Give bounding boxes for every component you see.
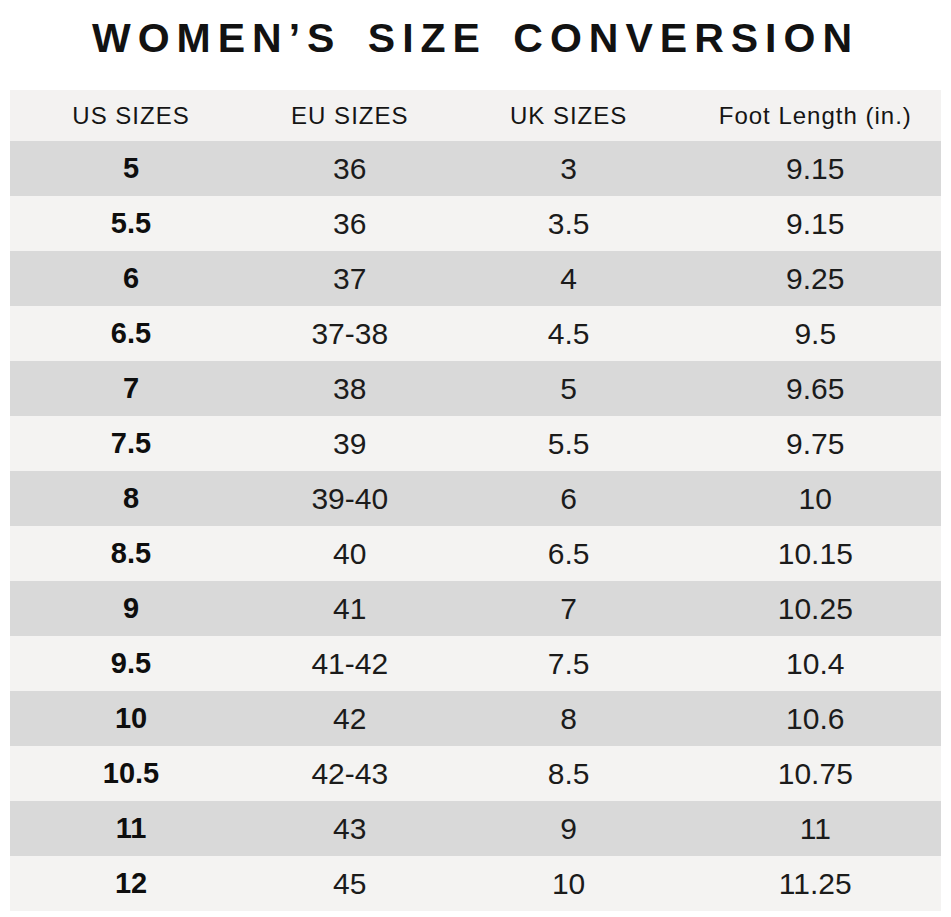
table-cell-eu-sizes: 36 <box>252 141 448 196</box>
table-cell-uk-sizes: 5 <box>448 361 690 416</box>
table-cell-uk-sizes: 7.5 <box>448 636 690 691</box>
column-header-uk-sizes: UK SIZES <box>448 90 690 141</box>
table-cell-foot-length: 10.15 <box>690 526 941 581</box>
table-cell-uk-sizes: 6.5 <box>448 526 690 581</box>
table-row: 8.5406.510.15 <box>10 526 941 581</box>
table-cell-eu-sizes: 41-42 <box>252 636 448 691</box>
table-cell-eu-sizes: 36 <box>252 196 448 251</box>
table-cell-foot-length: 9.75 <box>690 416 941 471</box>
column-header-us-sizes: US SIZES <box>10 90 252 141</box>
table-cell-uk-sizes: 7 <box>448 581 690 636</box>
table-cell-us-sizes: 10.5 <box>10 746 252 801</box>
table-cell-eu-sizes: 41 <box>252 581 448 636</box>
table-cell-foot-length: 10.75 <box>690 746 941 801</box>
table-cell-foot-length: 10.25 <box>690 581 941 636</box>
table-cell-foot-length: 9.25 <box>690 251 941 306</box>
table-cell-foot-length: 9.65 <box>690 361 941 416</box>
table-cell-uk-sizes: 4 <box>448 251 690 306</box>
table-row: 1143911 <box>10 801 941 856</box>
table-cell-uk-sizes: 4.5 <box>448 306 690 361</box>
table-cell-eu-sizes: 42-43 <box>252 746 448 801</box>
table-cell-uk-sizes: 5.5 <box>448 416 690 471</box>
table-cell-eu-sizes: 45 <box>252 856 448 911</box>
table-row: 10.542-438.510.75 <box>10 746 941 801</box>
table-cell-foot-length: 10 <box>690 471 941 526</box>
table-cell-uk-sizes: 3 <box>448 141 690 196</box>
header-row: US SIZESEU SIZESUK SIZESFoot Length (in.… <box>10 90 941 141</box>
size-conversion-page: WOMEN’S SIZE CONVERSION US SIZESEU SIZES… <box>0 0 951 917</box>
table-cell-us-sizes: 8.5 <box>10 526 252 581</box>
table-cell-uk-sizes: 9 <box>448 801 690 856</box>
table-row: 1042810.6 <box>10 691 941 746</box>
table-cell-foot-length: 10.4 <box>690 636 941 691</box>
table-cell-eu-sizes: 37-38 <box>252 306 448 361</box>
table-cell-us-sizes: 7 <box>10 361 252 416</box>
size-conversion-table-wrap: US SIZESEU SIZESUK SIZESFoot Length (in.… <box>10 90 941 911</box>
table-cell-foot-length: 11.25 <box>690 856 941 911</box>
table-cell-uk-sizes: 3.5 <box>448 196 690 251</box>
table-cell-eu-sizes: 37 <box>252 251 448 306</box>
table-row: 9.541-427.510.4 <box>10 636 941 691</box>
size-conversion-table: US SIZESEU SIZESUK SIZESFoot Length (in.… <box>10 90 941 911</box>
table-row: 12451011.25 <box>10 856 941 911</box>
table-cell-eu-sizes: 42 <box>252 691 448 746</box>
table-cell-us-sizes: 7.5 <box>10 416 252 471</box>
table-cell-uk-sizes: 8 <box>448 691 690 746</box>
table-row: 941710.25 <box>10 581 941 636</box>
table-cell-us-sizes: 11 <box>10 801 252 856</box>
table-cell-eu-sizes: 40 <box>252 526 448 581</box>
column-header-foot-length: Foot Length (in.) <box>690 90 941 141</box>
table-cell-uk-sizes: 8.5 <box>448 746 690 801</box>
table-row: 6.537-384.59.5 <box>10 306 941 361</box>
table-cell-eu-sizes: 39 <box>252 416 448 471</box>
table-cell-us-sizes: 6.5 <box>10 306 252 361</box>
table-cell-foot-length: 9.15 <box>690 196 941 251</box>
table-cell-us-sizes: 10 <box>10 691 252 746</box>
table-cell-us-sizes: 12 <box>10 856 252 911</box>
table-row: 7.5395.59.75 <box>10 416 941 471</box>
table-cell-eu-sizes: 38 <box>252 361 448 416</box>
table-cell-foot-length: 10.6 <box>690 691 941 746</box>
table-row: 53639.15 <box>10 141 941 196</box>
table-cell-foot-length: 9.5 <box>690 306 941 361</box>
column-header-eu-sizes: EU SIZES <box>252 90 448 141</box>
table-cell-eu-sizes: 43 <box>252 801 448 856</box>
table-cell-us-sizes: 6 <box>10 251 252 306</box>
table-row: 5.5363.59.15 <box>10 196 941 251</box>
table-cell-foot-length: 9.15 <box>690 141 941 196</box>
table-row: 63749.25 <box>10 251 941 306</box>
table-cell-uk-sizes: 6 <box>448 471 690 526</box>
table-cell-uk-sizes: 10 <box>448 856 690 911</box>
table-row: 73859.65 <box>10 361 941 416</box>
page-title: WOMEN’S SIZE CONVERSION <box>0 0 951 60</box>
table-cell-us-sizes: 5.5 <box>10 196 252 251</box>
table-cell-foot-length: 11 <box>690 801 941 856</box>
table-cell-us-sizes: 5 <box>10 141 252 196</box>
table-cell-eu-sizes: 39-40 <box>252 471 448 526</box>
table-row: 839-40610 <box>10 471 941 526</box>
table-cell-us-sizes: 9 <box>10 581 252 636</box>
table-cell-us-sizes: 9.5 <box>10 636 252 691</box>
table-cell-us-sizes: 8 <box>10 471 252 526</box>
